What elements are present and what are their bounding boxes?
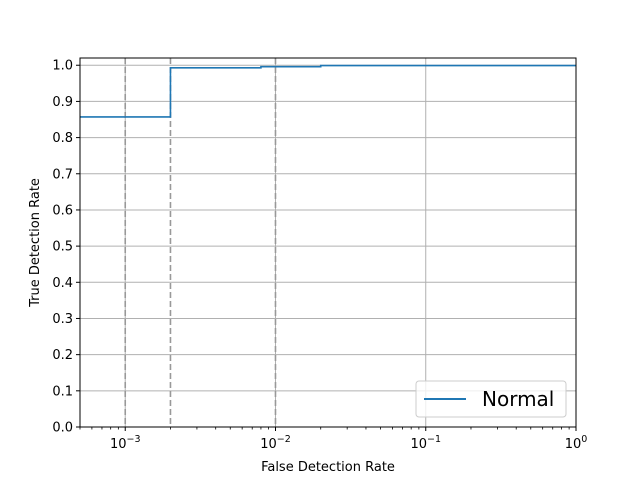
y-tick-label: 0.4 [52,276,73,291]
plot-frame [79,57,577,428]
y-tick-label: 0.8 [52,131,73,146]
y-tick-label: 0.6 [52,203,73,218]
y-tick-label: 0.2 [52,348,73,363]
y-tick-label: 0.1 [52,384,73,399]
legend-label-normal: Normal [482,387,554,411]
x-tick-label: 10−2 [260,434,291,452]
reference-lines [124,58,277,427]
x-tick-label: 10−3 [110,434,141,452]
x-tick-label: 10−1 [410,434,441,452]
x-tick-label: 100 [565,434,588,452]
series-line-normal [80,64,576,118]
legend: Normal [415,380,567,418]
y-tick-label: 0.7 [52,167,73,182]
y-tick-label: 0.9 [52,95,73,110]
y-axis-label: True Detection Rate [28,178,43,308]
x-axis-ticks: 10−3 10−2 10−1 100 [79,427,588,452]
y-tick-label: 0.0 [52,421,73,436]
series-layer [80,64,576,118]
y-tick-label: 0.3 [52,312,73,327]
x-axis-label: False Detection Rate [261,460,395,475]
grid [80,58,577,428]
legend-box [415,380,567,418]
y-tick-label: 0.5 [52,240,73,255]
y-tick-label: 1.0 [52,59,73,74]
y-axis-ticks: 0.0 0.1 0.2 0.3 0.4 0.5 0.6 0.7 0.8 0.9 1.0 [52,59,80,436]
